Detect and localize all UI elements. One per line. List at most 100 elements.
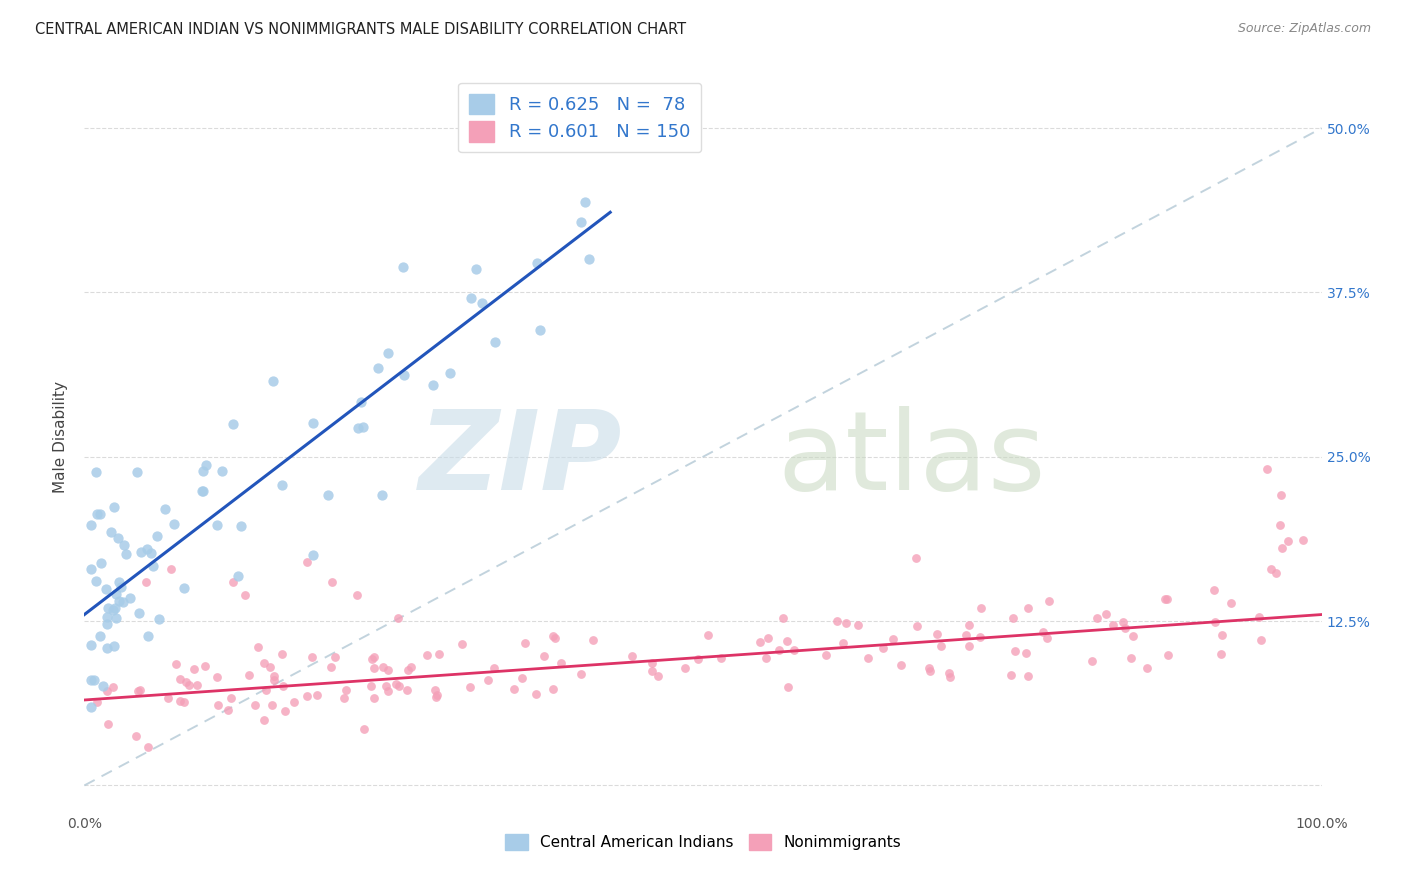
Point [283,695,305,709]
Point [697,628,720,642]
Point [323,650,346,665]
Point [831,636,853,650]
Text: atlas: atlas [778,406,1046,513]
Point [543,682,565,697]
Point [96,610,118,624]
Point [136,739,159,754]
Point [1038,594,1060,608]
Point [1015,646,1038,660]
Point [423,682,446,697]
Point [1135,661,1157,675]
Point [301,649,323,664]
Point [749,635,772,649]
Point [1154,592,1177,607]
Point [484,335,506,350]
Point [641,664,664,678]
Point [254,682,277,697]
Point [858,650,880,665]
Point [100,524,122,539]
Point [228,568,250,582]
Point [142,559,165,574]
Point [502,682,524,697]
Point [84,465,107,479]
Point [835,615,858,630]
Point [582,633,605,648]
Point [529,322,551,336]
Point [274,705,297,719]
Point [321,574,343,589]
Point [905,619,928,633]
Point [1268,518,1291,533]
Point [316,488,339,502]
Point [969,630,991,644]
Point [350,394,373,409]
Point [79,638,101,652]
Point [141,545,163,559]
Point [353,722,375,736]
Point [271,477,294,491]
Point [96,684,118,698]
Point [388,679,411,693]
Point [252,656,274,670]
Point [772,611,794,625]
Point [825,615,848,629]
Text: CENTRAL AMERICAN INDIAN VS NONIMMIGRANTS MALE DISABILITY CORRELATION CHART: CENTRAL AMERICAN INDIAN VS NONIMMIGRANTS… [35,22,686,37]
Point [396,663,419,677]
Point [127,684,149,698]
Point [641,656,664,670]
Point [148,612,170,626]
Point [179,678,201,692]
Point [115,547,138,561]
Point [1250,633,1272,648]
Point [905,551,928,566]
Point [673,661,696,675]
Point [1204,582,1226,597]
Point [574,195,596,210]
Point [246,640,269,655]
Point [160,561,183,575]
Point [647,669,669,683]
Text: Source: ZipAtlas.com: Source: ZipAtlas.com [1237,22,1371,36]
Point [1101,618,1123,632]
Point [367,360,389,375]
Point [169,672,191,686]
Point [569,215,592,229]
Point [938,666,960,681]
Point [918,664,941,678]
Point [233,588,256,602]
Point [848,618,870,632]
Point [1017,601,1039,615]
Point [1000,668,1022,682]
Point [890,657,912,672]
Point [263,668,285,682]
Point [194,659,217,673]
Point [307,688,329,702]
Point [1002,610,1025,624]
Point [524,687,547,701]
Point [439,366,461,380]
Point [755,651,778,665]
Point [103,500,125,515]
Point [104,601,127,615]
Point [569,667,592,681]
Point [111,595,134,609]
Point [1211,628,1233,642]
Point [153,502,176,516]
Point [193,464,215,478]
Point [768,642,790,657]
Point [174,675,197,690]
Point [136,629,159,643]
Point [135,574,157,589]
Point [526,256,548,270]
Point [217,703,239,717]
Point [207,698,229,712]
Point [541,629,564,643]
Point [80,562,103,576]
Point [1292,533,1315,547]
Point [399,660,422,674]
Point [709,651,731,665]
Point [105,611,128,625]
Point [335,683,357,698]
Point [104,587,127,601]
Point [544,631,567,645]
